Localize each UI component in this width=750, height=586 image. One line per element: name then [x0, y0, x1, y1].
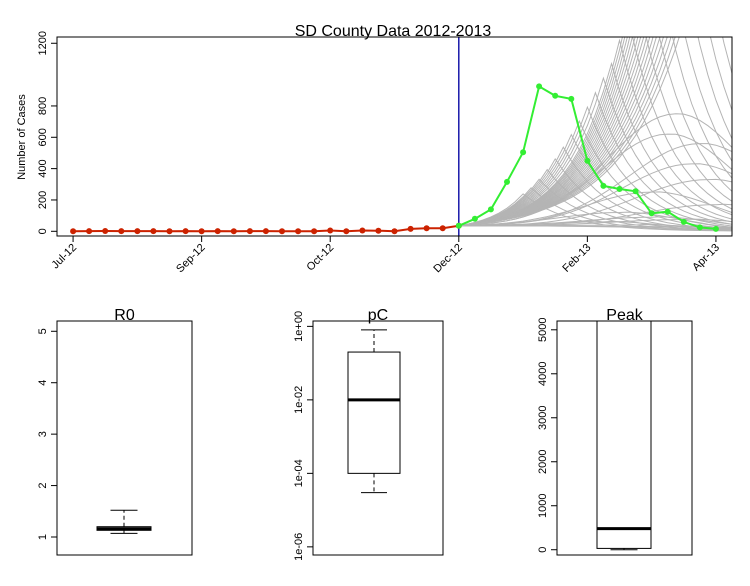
- y-tick-label: 1e-02: [293, 386, 305, 414]
- observed-point: [536, 83, 543, 90]
- y-tick-label: 1000: [537, 493, 549, 517]
- iqr-box: [347, 351, 401, 474]
- observed-point: [664, 208, 671, 215]
- y-tick-label: 0: [37, 228, 49, 234]
- observed-point: [712, 225, 719, 232]
- boxplot-frame: [556, 320, 693, 556]
- observed-point: [439, 225, 446, 232]
- observed-point: [568, 95, 575, 102]
- y-tick-label: 1e-06: [293, 533, 305, 561]
- boxplot-marks: [596, 321, 652, 551]
- y-tick-label: 4000: [537, 362, 549, 386]
- boxplot-title: Peak: [606, 307, 643, 324]
- observed-point: [134, 228, 141, 235]
- observed-point: [295, 228, 302, 235]
- observed-point: [407, 225, 414, 232]
- iqr-box: [596, 321, 652, 549]
- observed-point: [600, 182, 607, 189]
- y-tick-label: 5: [37, 328, 49, 334]
- boxplot-marks: [347, 329, 401, 494]
- observed-point: [584, 157, 591, 164]
- observed-point: [359, 227, 366, 234]
- y-tick-label: 1e+00: [293, 311, 305, 342]
- observed-point: [230, 228, 237, 235]
- plot-frame: [56, 36, 733, 237]
- x-tick-label: Jul-12: [50, 242, 80, 272]
- y-tick-label: 200: [37, 191, 49, 209]
- observed-point: [455, 222, 462, 229]
- observed-point: [423, 225, 430, 232]
- observed-series: [70, 83, 719, 235]
- observed-point: [648, 210, 655, 217]
- observed-point: [632, 188, 639, 195]
- boxplot-title: pC: [368, 307, 388, 324]
- x-tick-label: Oct-12: [305, 242, 337, 274]
- observed-point: [102, 228, 109, 234]
- simulated-trajectory: [458, 220, 732, 231]
- y-tick-label: 4: [37, 380, 49, 386]
- r0-boxplot-panel: 1 2 3 4 5 R0: [37, 307, 193, 556]
- y-tick-label: 2: [37, 483, 49, 489]
- simulated-trajectory: [458, 225, 732, 229]
- simulated-trajectory: [458, 163, 732, 227]
- boxplot-title: R0: [114, 307, 135, 324]
- y-tick-label: 1: [37, 534, 49, 540]
- observed-point: [118, 228, 125, 235]
- case-time-series-panel: 0 200 400 600 800 1200 Jul-12 Sep-12 Oct-12 Dec-…: [16, 23, 733, 276]
- y-tick-label: 600: [37, 128, 49, 146]
- observed-point: [520, 149, 527, 156]
- y-tick-label: 3000: [537, 406, 549, 430]
- simulated-trajectories: [458, 37, 732, 232]
- y-tick-label: 2000: [537, 450, 549, 474]
- x-tick-label: Apr-13: [690, 242, 722, 274]
- y-tick-label: 1200: [37, 31, 49, 55]
- observed-point: [182, 228, 189, 235]
- simulated-trajectory: [458, 178, 732, 231]
- boxplot-frame: [312, 320, 444, 556]
- pc-boxplot-panel: 1e-06 1e-04 1e-02 1e+00 pC: [293, 307, 444, 561]
- y-tick-label: 0: [537, 547, 549, 553]
- observed-point: [487, 206, 494, 213]
- observed-point: [552, 92, 559, 99]
- observed-point: [375, 227, 382, 234]
- observed-point: [279, 228, 285, 235]
- boxplot-marks: [96, 509, 152, 534]
- x-tick-label: Feb-13: [560, 242, 593, 275]
- simulated-trajectory: [458, 37, 680, 227]
- observed-point: [86, 228, 93, 235]
- observed-point: [150, 228, 157, 235]
- peak-boxplot-panel: 0 1000 2000 3000 4000 5000 Peak: [537, 307, 693, 556]
- observed-point: [327, 227, 334, 234]
- y-tick-label: 800: [37, 97, 49, 115]
- x-tick-label: Sep-12: [174, 242, 208, 276]
- observed-point: [616, 186, 623, 192]
- observed-point: [311, 228, 318, 235]
- y-axis: 0 200 400 600 800 1200: [37, 31, 57, 234]
- observed-point: [198, 228, 205, 235]
- chart-title: SD County Data 2012-2013: [295, 23, 492, 40]
- y-tick-label: 1e-04: [293, 459, 305, 487]
- observed-point: [214, 228, 221, 235]
- observed-point: [70, 228, 77, 235]
- observed-point: [166, 228, 173, 235]
- y-tick-label: 3: [37, 431, 49, 437]
- y-tick-label: 400: [37, 159, 49, 177]
- boxplot-frame: [56, 320, 193, 556]
- observed-point: [246, 228, 253, 235]
- observed-point: [262, 228, 269, 235]
- y-axis-label: Number of Cases: [16, 94, 28, 180]
- x-tick-label: Dec-12: [431, 242, 465, 276]
- y-tick-label: 5000: [537, 318, 549, 342]
- observed-point: [696, 224, 703, 231]
- observed-point: [391, 228, 398, 235]
- x-axis: Jul-12 Sep-12 Oct-12 Dec-12 Feb-13 Apr-13: [50, 236, 722, 276]
- simulated-trajectory: [458, 211, 732, 228]
- observed-point: [343, 228, 350, 235]
- observed-point: [471, 215, 478, 222]
- observed-point: [504, 178, 510, 185]
- observed-point: [680, 218, 687, 225]
